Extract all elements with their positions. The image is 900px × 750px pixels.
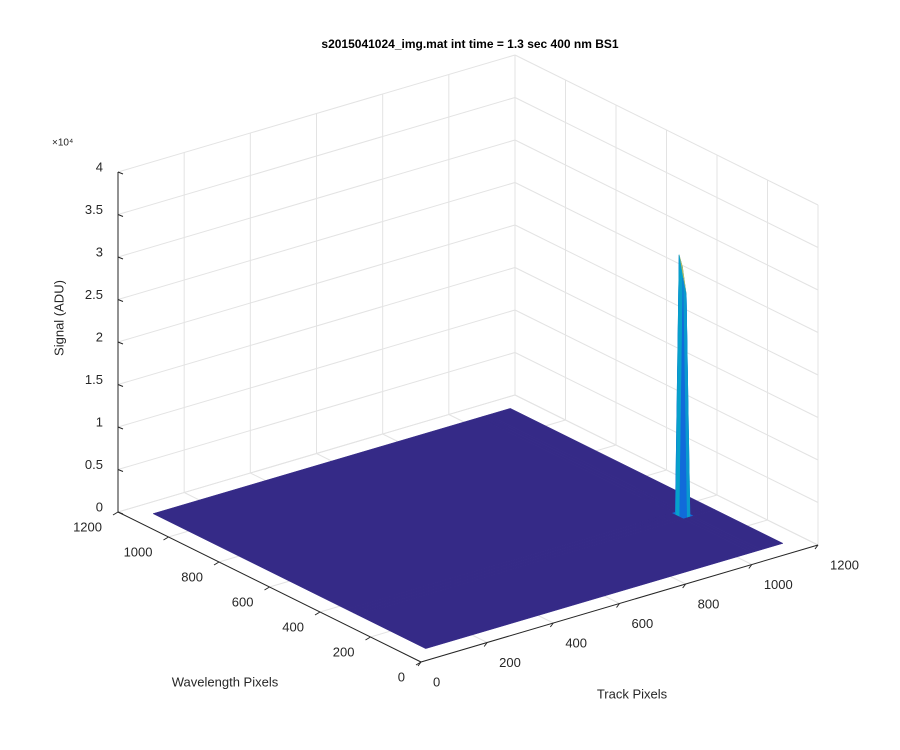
y-tick	[415, 661, 422, 666]
x-tick-label: 1200	[830, 557, 859, 572]
grid-line	[117, 394, 516, 513]
grid-line	[117, 97, 516, 215]
y-tick-label: 200	[333, 644, 355, 659]
y-tick	[264, 586, 270, 591]
grid-line	[117, 139, 516, 258]
z-tick	[117, 426, 124, 430]
grid-line	[514, 309, 819, 461]
x-tick	[682, 583, 687, 589]
grid-line	[117, 54, 516, 173]
y-tick-label: 600	[232, 594, 254, 609]
y-tick	[314, 611, 321, 616]
x-tick-label: 0	[433, 674, 440, 689]
grid-line	[117, 224, 516, 343]
grid-line	[514, 224, 819, 376]
surface-face	[356, 518, 753, 649]
y-tick-label: 1200	[73, 519, 102, 534]
z-tick-label: 3.5	[85, 202, 103, 217]
z-tick-label: 4	[96, 159, 103, 174]
grid-line	[514, 267, 819, 418]
x-tick-label: 200	[499, 655, 521, 670]
y-tick	[213, 561, 220, 566]
grid-line	[514, 394, 819, 546]
grid-line	[514, 97, 819, 248]
grid-line	[117, 352, 516, 470]
y-tick-label: 0	[398, 669, 405, 684]
z-tick-label: 2.5	[85, 287, 103, 302]
z-exponent: ×10⁴	[52, 138, 73, 149]
y-tick	[112, 511, 119, 516]
z-tick	[117, 256, 124, 260]
z-tick	[117, 299, 124, 302]
y-tick	[163, 536, 169, 541]
x-axis-label: Track Pixels	[597, 686, 668, 701]
y-tick-label: 800	[181, 569, 203, 584]
chart-title: s2015041024_img.mat int time = 1.3 sec 4…	[321, 37, 619, 51]
x-tick-label: 1000	[764, 577, 793, 592]
z-tick-label: 1.5	[85, 372, 103, 387]
z-tick	[117, 511, 124, 515]
x-tick-label: 400	[565, 635, 587, 650]
x-tick-label: 800	[698, 596, 720, 611]
z-tick	[117, 384, 124, 387]
x-tick	[549, 622, 554, 628]
grid-line	[117, 309, 516, 428]
y-axis-label: Wavelength Pixels	[172, 674, 279, 689]
y-tick-label: 400	[282, 619, 304, 634]
grid-line	[117, 182, 516, 300]
x-tick	[616, 603, 620, 608]
z-tick-label: 0.5	[85, 457, 103, 472]
grid-line	[514, 352, 819, 503]
grid-line	[117, 267, 516, 385]
y-tick	[365, 636, 371, 641]
x-tick-label: 600	[632, 616, 654, 631]
x-tick	[814, 544, 819, 550]
z-tick-label: 3	[96, 244, 103, 259]
x-tick	[483, 642, 488, 647]
z-tick	[117, 469, 124, 472]
grid-line	[514, 182, 819, 333]
z-tick	[117, 341, 124, 345]
z-tick	[117, 171, 124, 175]
grid-line	[514, 54, 819, 206]
z-tick-label: 2	[96, 329, 103, 344]
z-tick-label: 1	[96, 414, 103, 429]
z-tick-label: 0	[96, 499, 103, 514]
z-tick	[117, 214, 124, 217]
z-axis-label: Signal (ADU)	[51, 280, 66, 356]
x-tick	[748, 564, 753, 569]
grid-line	[514, 139, 819, 291]
y-tick-label: 1000	[124, 544, 153, 559]
